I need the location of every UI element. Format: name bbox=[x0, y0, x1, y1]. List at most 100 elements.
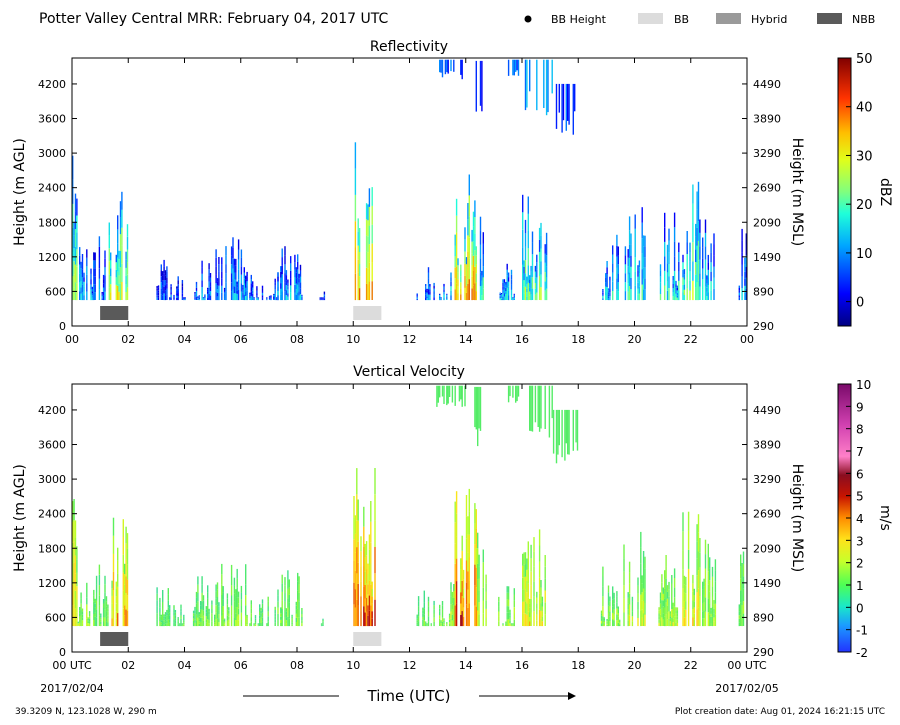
echo-cell bbox=[506, 619, 508, 626]
echo-cell bbox=[225, 282, 227, 292]
echo-cell bbox=[692, 280, 694, 301]
echo-cell bbox=[451, 597, 454, 604]
echo-cell bbox=[474, 503, 476, 524]
reflectivity-colorbar-label: dBZ bbox=[877, 178, 893, 206]
echo-cell bbox=[243, 283, 245, 290]
echo-cell bbox=[529, 603, 531, 608]
echo-cell bbox=[704, 273, 707, 287]
echo-cell bbox=[223, 622, 226, 624]
echo-cell bbox=[95, 600, 98, 610]
echo-cell bbox=[567, 409, 569, 455]
echo-cell bbox=[102, 279, 105, 284]
echo-cell bbox=[197, 576, 199, 585]
echo-cell bbox=[370, 605, 372, 626]
echo-cell bbox=[444, 59, 447, 75]
echo-cell bbox=[237, 239, 240, 250]
echo-cell bbox=[710, 271, 712, 282]
echo-cell bbox=[678, 280, 680, 291]
echo-cell bbox=[460, 592, 462, 604]
echo-cell bbox=[208, 614, 210, 618]
echo-cell bbox=[364, 612, 366, 627]
echo-cell bbox=[697, 607, 700, 626]
echo-cell bbox=[707, 285, 709, 293]
echo-cell bbox=[616, 596, 618, 603]
echo-cell bbox=[261, 285, 264, 289]
echo-cell bbox=[602, 606, 604, 617]
y-tick-label-right: 290 bbox=[753, 320, 774, 333]
echo-cell bbox=[513, 607, 515, 614]
reflectivity-colorbar bbox=[837, 57, 852, 327]
echo-cell bbox=[104, 600, 106, 610]
echo-cell bbox=[500, 293, 503, 295]
y-tick-label: 1800 bbox=[38, 542, 66, 555]
echo-cell bbox=[233, 293, 236, 301]
echo-cell bbox=[641, 583, 643, 593]
echo-cell bbox=[475, 606, 477, 627]
echo-cell bbox=[367, 220, 369, 237]
echo-cell bbox=[441, 613, 444, 618]
echo-cell bbox=[673, 256, 676, 271]
echo-cell bbox=[527, 541, 529, 556]
echo-cell bbox=[661, 591, 663, 601]
echo-cell bbox=[606, 622, 608, 624]
echo-cell bbox=[90, 273, 92, 280]
echo-cell bbox=[233, 286, 236, 294]
echo-cell bbox=[510, 295, 513, 300]
echo-cell bbox=[506, 606, 508, 613]
echo-cell bbox=[117, 600, 119, 614]
echo-cell bbox=[642, 551, 645, 564]
echo-cell bbox=[641, 592, 643, 601]
echo-cell bbox=[205, 619, 207, 623]
echo-cell bbox=[202, 600, 205, 606]
echo-cell bbox=[218, 602, 220, 607]
echo-cell bbox=[240, 606, 243, 613]
echo-cell bbox=[513, 588, 515, 595]
echo-cell bbox=[676, 297, 679, 301]
echo-cell bbox=[80, 281, 82, 288]
echo-cell bbox=[357, 259, 359, 273]
echo-cell bbox=[526, 59, 528, 108]
echo-cell bbox=[671, 617, 673, 627]
echo-cell bbox=[630, 255, 632, 267]
echo-cell bbox=[291, 618, 293, 621]
echo-cell bbox=[666, 281, 669, 291]
x-tick-label: 10 bbox=[346, 333, 360, 346]
echo-cell bbox=[512, 625, 514, 626]
echo-cell bbox=[669, 613, 672, 617]
echo-cell bbox=[354, 589, 357, 608]
echo-cell bbox=[745, 266, 747, 278]
echo-cell bbox=[686, 277, 688, 289]
echo-cell bbox=[502, 282, 504, 287]
echo-cell bbox=[72, 252, 74, 277]
echo-cell bbox=[118, 291, 120, 300]
echo-cell bbox=[745, 277, 747, 289]
echo-cell bbox=[216, 289, 219, 293]
echo-cell bbox=[706, 291, 708, 296]
echo-cell bbox=[270, 297, 272, 299]
y-tick-label: 4200 bbox=[38, 404, 66, 417]
echo-cell bbox=[174, 623, 177, 627]
echo-cell bbox=[471, 241, 473, 254]
echo-cell bbox=[606, 267, 608, 274]
echo-cell bbox=[481, 280, 483, 286]
echo-cell bbox=[462, 569, 465, 580]
echo-cell bbox=[713, 608, 715, 613]
echo-cell bbox=[270, 295, 272, 297]
echo-cell bbox=[467, 571, 469, 590]
echo-cell bbox=[574, 83, 576, 112]
echo-cell bbox=[115, 611, 117, 619]
echo-cell bbox=[164, 280, 167, 286]
echo-cell bbox=[88, 618, 91, 622]
echo-cell bbox=[367, 584, 369, 595]
echo-cell bbox=[273, 296, 275, 297]
echo-cell bbox=[671, 600, 673, 609]
echo-cell bbox=[524, 613, 527, 627]
echo-cell bbox=[433, 609, 435, 614]
echo-cell bbox=[80, 603, 82, 610]
echo-cell bbox=[741, 563, 743, 574]
echo-cell bbox=[368, 610, 371, 627]
echo-cell bbox=[183, 616, 185, 619]
echo-cell bbox=[214, 622, 216, 625]
y-tick-label-right: 1490 bbox=[753, 577, 781, 590]
echo-cell bbox=[460, 614, 462, 627]
